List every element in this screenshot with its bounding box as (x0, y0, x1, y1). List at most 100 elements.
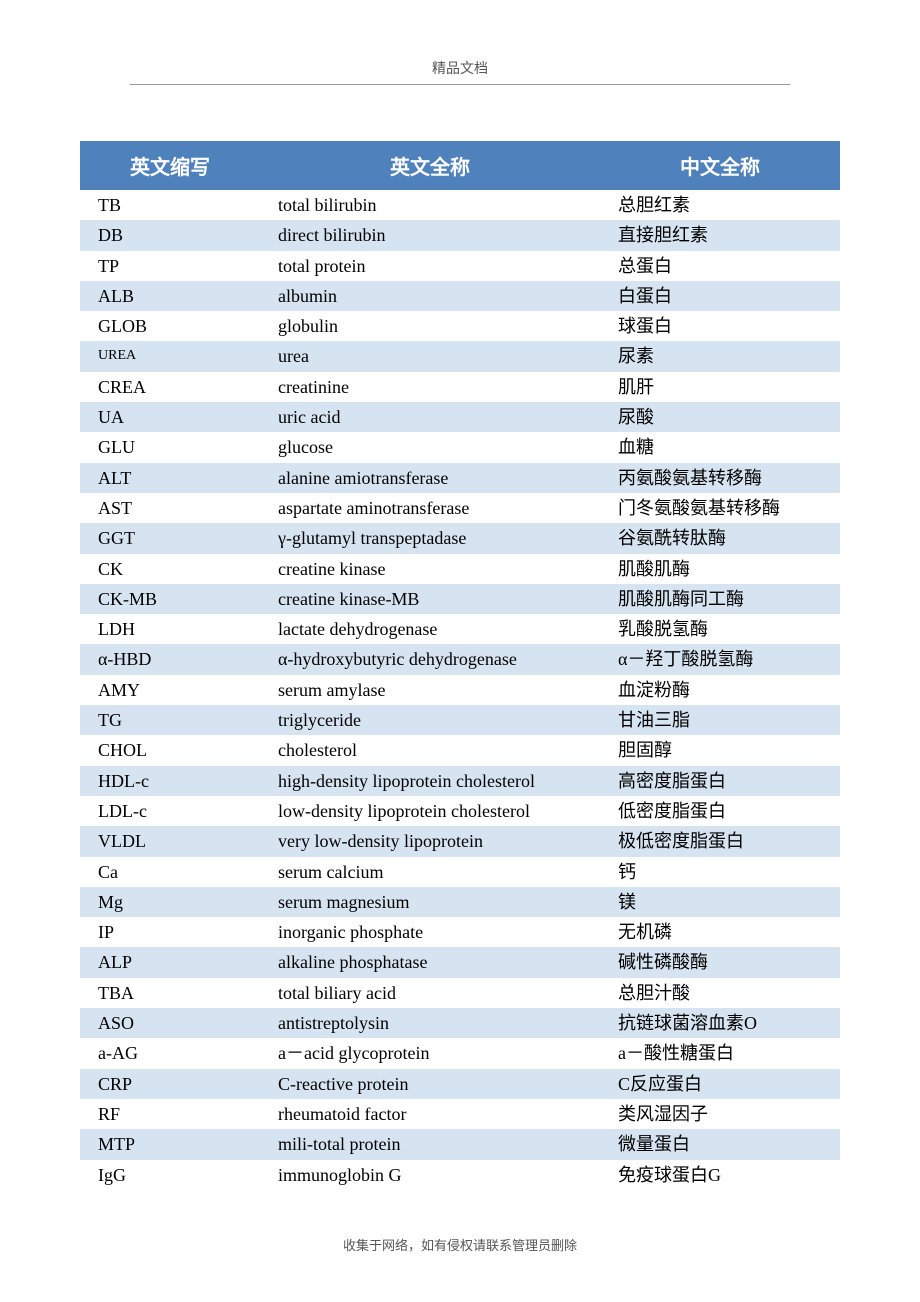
col-header-cn: 中文全称 (600, 142, 840, 189)
table-row: CRPC-reactive proteinC反应蛋白 (80, 1069, 840, 1099)
cell-abbr: LDL-c (80, 796, 260, 826)
cell-cn: 抗链球菌溶血素O (600, 1008, 840, 1038)
cell-cn: 免疫球蛋白G (600, 1160, 840, 1190)
table-row: RFrheumatoid factor类风湿因子 (80, 1099, 840, 1129)
cell-cn: α－羟丁酸脱氢酶 (600, 644, 840, 674)
table-row: a-AGa－acid glycoproteina－酸性糖蛋白 (80, 1038, 840, 1068)
cell-cn: 胆固醇 (600, 735, 840, 765)
table-row: CKcreatine kinase肌酸肌酶 (80, 554, 840, 584)
page-footer: 收集于网络，如有侵权请联系管理员删除 (0, 1235, 920, 1254)
cell-abbr: TG (80, 705, 260, 735)
cell-full: serum calcium (260, 857, 600, 887)
cell-abbr: TB (80, 189, 260, 220)
cell-cn: 高密度脂蛋白 (600, 766, 840, 796)
cell-cn: 丙氨酸氨基转移酶 (600, 463, 840, 493)
cell-cn: 球蛋白 (600, 311, 840, 341)
cell-full: γ-glutamyl transpeptadase (260, 523, 600, 553)
table-row: ASTaspartate aminotransferase门冬氨酸氨基转移酶 (80, 493, 840, 523)
cell-cn: 尿素 (600, 341, 840, 371)
cell-full: aspartate aminotransferase (260, 493, 600, 523)
cell-abbr: RF (80, 1099, 260, 1129)
table-body: TBtotal bilirubin总胆红素DBdirect bilirubin直… (80, 189, 840, 1190)
cell-full: alkaline phosphatase (260, 947, 600, 977)
cell-full: albumin (260, 281, 600, 311)
table-row: GGTγ-glutamyl transpeptadase谷氨酰转肽酶 (80, 523, 840, 553)
cell-cn: 乳酸脱氢酶 (600, 614, 840, 644)
cell-abbr: Ca (80, 857, 260, 887)
cell-abbr: CRP (80, 1069, 260, 1099)
cell-full: inorganic phosphate (260, 917, 600, 947)
table-row: CK-MBcreatine kinase-MB肌酸肌酶同工酶 (80, 584, 840, 614)
cell-abbr: VLDL (80, 826, 260, 856)
table-row: CHOLcholesterol胆固醇 (80, 735, 840, 765)
cell-full: a－acid glycoprotein (260, 1038, 600, 1068)
cell-abbr: ASO (80, 1008, 260, 1038)
header-text: 精品文档 (432, 62, 488, 77)
cell-full: creatine kinase-MB (260, 584, 600, 614)
cell-cn: 甘油三脂 (600, 705, 840, 735)
cell-cn: 直接胆红素 (600, 220, 840, 250)
cell-cn: 肌肝 (600, 372, 840, 402)
cell-abbr: LDH (80, 614, 260, 644)
footer-text: 收集于网络，如有侵权请联系管理员删除 (343, 1238, 577, 1253)
cell-full: α-hydroxybutyric dehydrogenase (260, 644, 600, 674)
cell-full: high-density lipoprotein cholesterol (260, 766, 600, 796)
cell-cn: 镁 (600, 887, 840, 917)
cell-abbr: HDL-c (80, 766, 260, 796)
cell-full: total protein (260, 251, 600, 281)
cell-abbr: TBA (80, 978, 260, 1008)
cell-abbr: MTP (80, 1129, 260, 1159)
cell-full: antistreptolysin (260, 1008, 600, 1038)
table-row: Caserum calcium钙 (80, 857, 840, 887)
cell-cn: 门冬氨酸氨基转移酶 (600, 493, 840, 523)
cell-abbr: UA (80, 402, 260, 432)
cell-full: immunoglobin G (260, 1160, 600, 1190)
cell-abbr: GLOB (80, 311, 260, 341)
cell-cn: a－酸性糖蛋白 (600, 1038, 840, 1068)
cell-full: triglyceride (260, 705, 600, 735)
table-row: LDHlactate dehydrogenase乳酸脱氢酶 (80, 614, 840, 644)
cell-full: rheumatoid factor (260, 1099, 600, 1129)
cell-abbr: CREA (80, 372, 260, 402)
cell-abbr: DB (80, 220, 260, 250)
table-row: UAuric acid尿酸 (80, 402, 840, 432)
table-row: UREAurea尿素 (80, 341, 840, 371)
cell-full: very low-density lipoprotein (260, 826, 600, 856)
cell-abbr: Mg (80, 887, 260, 917)
table-head: 英文缩写 英文全称 中文全称 (80, 142, 840, 189)
cell-cn: 白蛋白 (600, 281, 840, 311)
cell-abbr: TP (80, 251, 260, 281)
cell-abbr: ALP (80, 947, 260, 977)
cell-full: creatine kinase (260, 554, 600, 584)
cell-cn: 总胆红素 (600, 189, 840, 220)
table-row: Mgserum magnesium镁 (80, 887, 840, 917)
cell-abbr: CHOL (80, 735, 260, 765)
cell-full: serum magnesium (260, 887, 600, 917)
col-header-abbr: 英文缩写 (80, 142, 260, 189)
cell-cn: 肌酸肌酶同工酶 (600, 584, 840, 614)
terms-table: 英文缩写 英文全称 中文全称 TBtotal bilirubin总胆红素DBdi… (80, 141, 840, 1190)
cell-abbr: CK-MB (80, 584, 260, 614)
cell-full: serum amylase (260, 675, 600, 705)
table-row: VLDLvery low-density lipoprotein极低密度脂蛋白 (80, 826, 840, 856)
cell-full: direct bilirubin (260, 220, 600, 250)
cell-abbr: GLU (80, 432, 260, 462)
cell-abbr: IP (80, 917, 260, 947)
cell-full: globulin (260, 311, 600, 341)
cell-full: lactate dehydrogenase (260, 614, 600, 644)
table-row: IgGimmunoglobin G免疫球蛋白G (80, 1160, 840, 1190)
cell-cn: 低密度脂蛋白 (600, 796, 840, 826)
cell-cn: 钙 (600, 857, 840, 887)
cell-cn: 血淀粉酶 (600, 675, 840, 705)
cell-full: glucose (260, 432, 600, 462)
cell-abbr: ALB (80, 281, 260, 311)
cell-cn: C反应蛋白 (600, 1069, 840, 1099)
cell-full: total bilirubin (260, 189, 600, 220)
table-row: TBAtotal biliary acid总胆汁酸 (80, 978, 840, 1008)
cell-full: creatinine (260, 372, 600, 402)
cell-cn: 无机磷 (600, 917, 840, 947)
table-row: IPinorganic phosphate无机磷 (80, 917, 840, 947)
cell-abbr: a-AG (80, 1038, 260, 1068)
table-row: LDL-clow-density lipoprotein cholesterol… (80, 796, 840, 826)
table-row: TBtotal bilirubin总胆红素 (80, 189, 840, 220)
